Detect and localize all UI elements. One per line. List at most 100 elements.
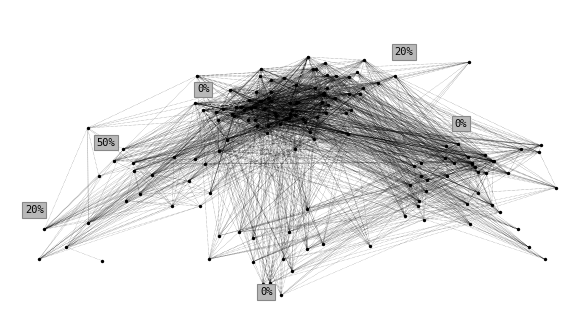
Point: [373, 80, 383, 85]
Text: 0%: 0%: [260, 287, 273, 297]
Point: [250, 104, 259, 110]
Point: [487, 202, 496, 207]
Point: [83, 126, 92, 131]
Point: [322, 110, 331, 115]
Point: [513, 227, 522, 232]
Point: [246, 105, 256, 110]
Point: [489, 158, 498, 164]
Point: [256, 98, 265, 104]
Point: [284, 229, 294, 234]
Point: [252, 123, 262, 128]
Point: [279, 257, 288, 262]
Point: [214, 233, 224, 238]
Point: [323, 103, 332, 108]
Point: [135, 191, 144, 197]
Point: [341, 111, 350, 116]
Point: [84, 221, 93, 226]
Point: [184, 178, 193, 184]
Point: [346, 108, 355, 113]
Point: [303, 206, 312, 211]
Point: [318, 241, 328, 246]
Point: [232, 104, 241, 110]
Point: [266, 78, 276, 83]
Point: [536, 143, 545, 148]
Point: [62, 244, 71, 250]
Point: [271, 113, 280, 119]
Point: [309, 136, 318, 141]
Point: [199, 108, 208, 113]
Point: [121, 198, 130, 203]
Point: [321, 60, 330, 66]
Point: [449, 160, 458, 165]
Point: [248, 235, 258, 241]
Point: [481, 170, 491, 175]
Point: [287, 107, 296, 112]
Point: [319, 92, 328, 97]
Point: [291, 101, 301, 106]
Point: [40, 227, 49, 232]
Point: [416, 160, 426, 165]
Point: [169, 155, 179, 160]
Point: [128, 160, 138, 165]
Point: [319, 90, 329, 96]
Point: [266, 89, 276, 94]
Point: [524, 244, 533, 250]
Point: [263, 96, 273, 101]
Point: [311, 67, 321, 72]
Point: [252, 89, 261, 94]
Point: [495, 210, 504, 215]
Point: [256, 74, 265, 79]
Point: [413, 204, 423, 209]
Point: [343, 131, 353, 137]
Point: [310, 85, 319, 90]
Point: [400, 213, 409, 218]
Point: [119, 146, 128, 152]
Point: [279, 75, 288, 80]
Point: [263, 123, 272, 128]
Point: [464, 154, 473, 159]
Point: [534, 150, 544, 155]
Point: [409, 164, 419, 169]
Point: [214, 148, 224, 153]
Point: [230, 113, 239, 118]
Point: [415, 199, 424, 204]
Point: [474, 190, 483, 195]
Text: 20%: 20%: [394, 47, 413, 57]
Point: [465, 221, 475, 226]
Point: [298, 116, 308, 122]
Point: [473, 169, 482, 174]
Point: [129, 168, 138, 173]
Point: [218, 106, 227, 111]
Point: [353, 70, 362, 75]
Point: [345, 74, 354, 79]
Point: [489, 158, 498, 163]
Point: [190, 101, 199, 106]
Point: [256, 67, 265, 72]
Point: [239, 107, 249, 112]
Point: [293, 99, 302, 105]
Point: [360, 57, 369, 63]
Point: [291, 82, 300, 87]
Point: [228, 111, 237, 116]
Point: [285, 111, 294, 116]
Point: [290, 112, 300, 118]
Point: [263, 131, 272, 136]
Point: [281, 117, 291, 122]
Point: [441, 156, 450, 161]
Text: 50%: 50%: [96, 138, 116, 148]
Point: [284, 115, 293, 120]
Point: [214, 117, 223, 122]
Point: [243, 117, 252, 122]
Point: [287, 269, 297, 274]
Point: [317, 100, 326, 105]
Point: [422, 178, 432, 183]
Point: [503, 171, 513, 176]
Point: [204, 257, 214, 262]
Point: [540, 257, 550, 262]
Point: [168, 203, 177, 209]
Point: [256, 98, 265, 104]
Point: [276, 293, 286, 298]
Point: [322, 85, 332, 91]
Point: [259, 107, 269, 112]
Point: [355, 91, 364, 96]
